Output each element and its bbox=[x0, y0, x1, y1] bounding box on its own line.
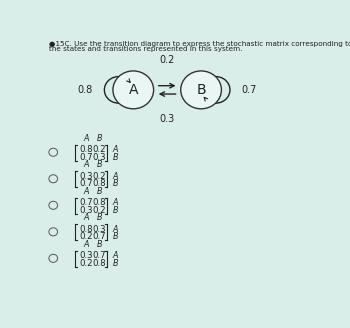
Text: A: A bbox=[112, 145, 118, 154]
Text: 0.2: 0.2 bbox=[160, 55, 175, 65]
Text: 0.7: 0.7 bbox=[241, 85, 257, 95]
Text: A: A bbox=[83, 187, 89, 196]
Text: B: B bbox=[112, 232, 118, 241]
Text: 0.3: 0.3 bbox=[92, 153, 106, 162]
Text: 0.8: 0.8 bbox=[92, 259, 106, 268]
Text: 0.3: 0.3 bbox=[79, 172, 93, 181]
Text: A: A bbox=[83, 240, 89, 249]
Circle shape bbox=[181, 71, 222, 109]
Circle shape bbox=[113, 71, 154, 109]
Text: B: B bbox=[196, 83, 206, 97]
Text: B: B bbox=[112, 179, 118, 188]
Text: A: A bbox=[128, 83, 138, 97]
Text: 0.8: 0.8 bbox=[78, 85, 93, 95]
Text: B: B bbox=[112, 259, 118, 268]
Text: 0.7: 0.7 bbox=[79, 153, 93, 162]
Text: A: A bbox=[112, 225, 118, 234]
Text: B: B bbox=[97, 240, 102, 249]
Text: 0.2: 0.2 bbox=[92, 145, 106, 154]
Text: 0.3: 0.3 bbox=[79, 206, 93, 215]
Text: 0.2: 0.2 bbox=[79, 232, 93, 241]
Text: A: A bbox=[83, 160, 89, 170]
Text: A: A bbox=[112, 251, 118, 260]
Text: B: B bbox=[97, 134, 102, 143]
Text: 0.2: 0.2 bbox=[92, 172, 106, 181]
Text: the states and transitions represented in this system.: the states and transitions represented i… bbox=[49, 46, 243, 52]
Text: 0.8: 0.8 bbox=[79, 225, 93, 234]
Text: A: A bbox=[112, 172, 118, 181]
Text: A: A bbox=[112, 198, 118, 207]
Text: B: B bbox=[112, 153, 118, 162]
Text: 0.2: 0.2 bbox=[79, 259, 93, 268]
Text: 0.8: 0.8 bbox=[92, 179, 106, 188]
Text: 0.7: 0.7 bbox=[92, 251, 106, 260]
Text: 0.8: 0.8 bbox=[79, 145, 93, 154]
Text: 0.7: 0.7 bbox=[79, 179, 93, 188]
Text: B: B bbox=[97, 214, 102, 222]
Text: B: B bbox=[112, 206, 118, 215]
Text: B: B bbox=[97, 187, 102, 196]
Text: A: A bbox=[83, 134, 89, 143]
Text: 0.7: 0.7 bbox=[79, 198, 93, 207]
Text: 0.2: 0.2 bbox=[92, 206, 106, 215]
Text: 0.8: 0.8 bbox=[92, 198, 106, 207]
Text: ●15C. Use the transition diagram to express the stochastic matrix corresponding : ●15C. Use the transition diagram to expr… bbox=[49, 41, 350, 47]
Text: 0.3: 0.3 bbox=[79, 251, 93, 260]
Text: B: B bbox=[97, 160, 102, 170]
Text: A: A bbox=[83, 214, 89, 222]
Text: 0.3: 0.3 bbox=[92, 225, 106, 234]
Text: 0.7: 0.7 bbox=[92, 232, 106, 241]
Text: 0.3: 0.3 bbox=[160, 114, 175, 124]
